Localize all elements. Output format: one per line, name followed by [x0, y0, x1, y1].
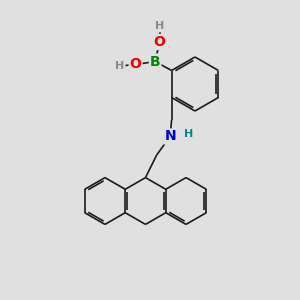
Text: O: O: [154, 35, 166, 49]
Text: H: H: [184, 129, 193, 139]
Text: H: H: [155, 21, 164, 32]
Text: N: N: [164, 130, 176, 143]
Text: H: H: [116, 61, 124, 71]
Text: O: O: [130, 58, 142, 71]
Text: B: B: [150, 55, 160, 68]
